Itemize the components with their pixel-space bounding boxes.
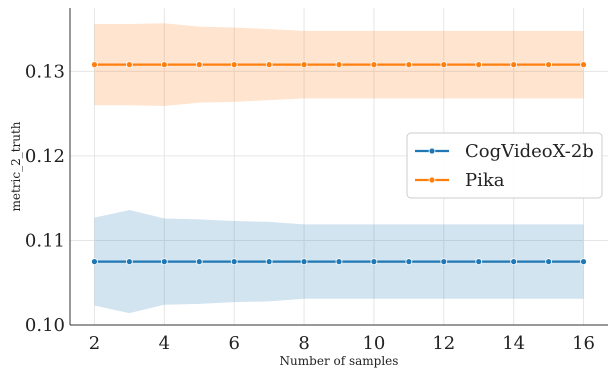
x-tick-label: 14	[502, 333, 525, 354]
data-point	[546, 62, 552, 68]
data-point	[301, 62, 307, 68]
legend: CogVideoX-2b Pika	[407, 133, 602, 198]
legend-swatch-marker	[429, 177, 435, 183]
legend-swatch-marker	[429, 148, 435, 154]
legend-entry-label: CogVideoX-2b	[465, 141, 594, 162]
data-point	[266, 62, 272, 68]
x-tick-label: 16	[572, 333, 595, 354]
data-point	[91, 259, 97, 265]
x-tick-label: 8	[298, 333, 309, 354]
x-tick-label: 2	[89, 333, 100, 354]
data-point	[406, 259, 412, 265]
x-tick-label: 4	[159, 333, 170, 354]
y-tick-label: 0.10	[25, 315, 65, 336]
y-tick-label: 0.12	[25, 146, 65, 167]
y-tick-label: 0.11	[25, 230, 65, 251]
x-tick-label: 12	[432, 333, 455, 354]
data-point	[511, 62, 517, 68]
y-tick-label: 0.13	[25, 61, 65, 82]
data-point	[406, 62, 412, 68]
data-point	[301, 259, 307, 265]
data-point	[546, 259, 552, 265]
data-point	[476, 259, 482, 265]
y-axis-label: metric_2_truth	[9, 121, 23, 211]
x-tick-label: 6	[228, 333, 239, 354]
data-point	[581, 62, 587, 68]
legend-entry-label: Pika	[465, 170, 505, 191]
data-point	[476, 62, 482, 68]
x-tick-label: 10	[362, 333, 385, 354]
data-point	[266, 259, 272, 265]
data-point	[231, 259, 237, 265]
data-point	[511, 259, 517, 265]
data-point	[161, 62, 167, 68]
data-point	[231, 62, 237, 68]
data-point	[126, 62, 132, 68]
tick-labels: 2 4 6 8 10 12 14 16 0.10 0.11 0.12 0.13	[25, 61, 595, 354]
data-point	[441, 259, 447, 265]
data-point	[581, 259, 587, 265]
data-point	[196, 259, 202, 265]
data-point	[196, 62, 202, 68]
data-point	[371, 259, 377, 265]
data-point	[91, 62, 97, 68]
data-point	[441, 62, 447, 68]
data-point	[126, 259, 132, 265]
x-axis-label: Number of samples	[280, 354, 399, 368]
data-point	[371, 62, 377, 68]
data-point	[336, 259, 342, 265]
data-point	[336, 62, 342, 68]
data-point	[161, 259, 167, 265]
